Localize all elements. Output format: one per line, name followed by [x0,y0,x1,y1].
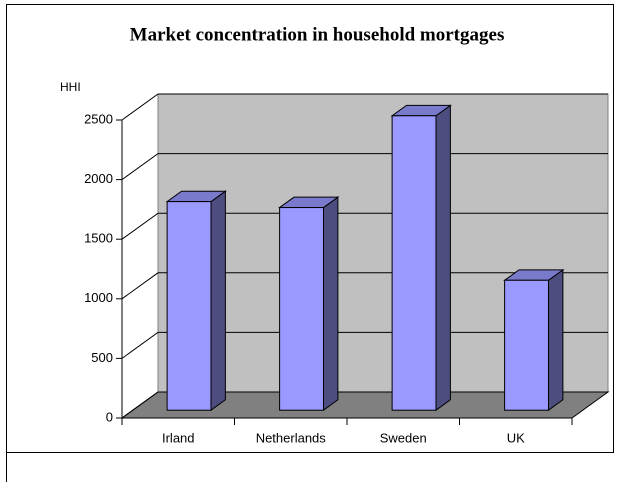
grid-line [121,331,608,359]
chart-title: Market concentration in household mortga… [130,24,505,45]
bar [166,201,212,411]
bar [391,115,437,411]
y-tick-label: 1000 [84,290,113,305]
grid-line [121,93,608,121]
grid-line [121,391,608,419]
y-tick-label: 0 [106,409,113,424]
y-tick-label: 2000 [84,171,113,186]
grid-line [121,212,608,240]
x-tick-label: UK [507,430,525,445]
x-tick-label: Sweden [380,430,427,445]
grid-line [121,153,608,181]
y-tick-label: 2500 [84,111,113,126]
x-tick-label: Netherlands [256,430,327,445]
bar-side [210,190,226,412]
bar [504,279,549,411]
grid-line [121,272,608,300]
y-tick-label: 1500 [84,231,113,246]
bar [279,207,324,411]
chart-frame [6,4,614,453]
bar-side [547,268,564,412]
bar-side [322,196,339,412]
y-tick-label: 500 [91,350,113,365]
x-tick-label: Irland [162,430,195,445]
y-axis-label: HHI [60,80,81,94]
bar-side [435,104,451,412]
